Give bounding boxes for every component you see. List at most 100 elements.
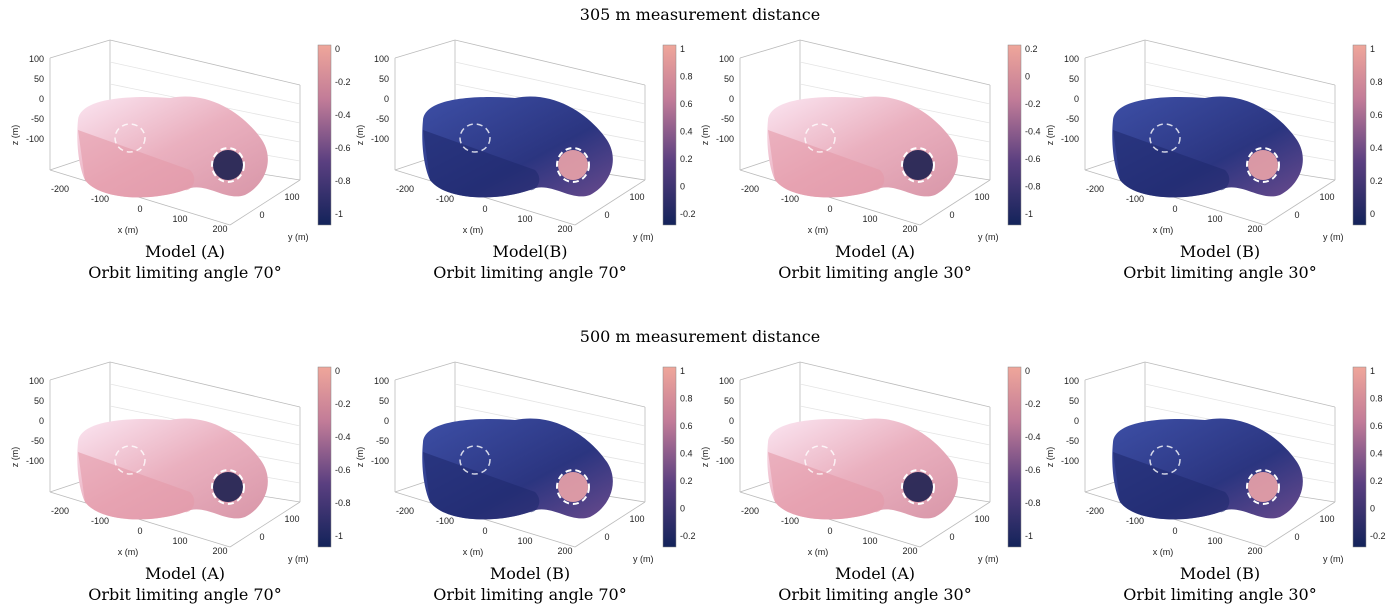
dashed-ring bbox=[901, 469, 935, 505]
y-tick-label: 100 bbox=[1319, 514, 1334, 524]
grid-line bbox=[1144, 383, 1336, 427]
y-tick-label: 100 bbox=[1319, 192, 1334, 202]
axis-line bbox=[739, 491, 921, 548]
colorbar-tick-label: 0.4 bbox=[1370, 143, 1383, 153]
x-tick-label: 100 bbox=[1207, 536, 1222, 546]
x-tick-label: -200 bbox=[396, 506, 414, 516]
x-tick-label: -100 bbox=[436, 516, 454, 526]
z-tick-label: 100 bbox=[29, 376, 44, 386]
colorbar-tick-label: 1 bbox=[1370, 366, 1375, 376]
colorbar-tick-label: 0.2 bbox=[680, 476, 693, 486]
z-axis-label: z (m) bbox=[10, 125, 20, 146]
caption: Orbit limiting angle 70° bbox=[88, 263, 281, 282]
z-axis-label: z (m) bbox=[10, 447, 20, 468]
caption: Model (B) bbox=[1180, 564, 1260, 583]
z-tick-label: -50 bbox=[1066, 436, 1079, 446]
section-title: 305 m measurement distance bbox=[580, 5, 820, 24]
axis-line bbox=[49, 39, 111, 59]
colorbar-tick-label: 0.4 bbox=[1370, 449, 1383, 459]
spot bbox=[903, 472, 933, 502]
colorbar-tick-label: 0 bbox=[1025, 366, 1030, 376]
colorbar-tick-label: -0.8 bbox=[335, 498, 351, 508]
colorbar-tick-label: 0.6 bbox=[680, 421, 693, 431]
spot bbox=[213, 472, 243, 502]
y-tick-label: 0 bbox=[949, 210, 954, 220]
axis-line bbox=[799, 361, 991, 408]
colorbar-tick-label: -0.4 bbox=[1025, 432, 1041, 442]
z-tick-label: -100 bbox=[1061, 134, 1079, 144]
colorbar-tick-label: 0 bbox=[1370, 209, 1375, 219]
y-axis-label: y (m) bbox=[1323, 232, 1344, 242]
z-axis-label: z (m) bbox=[355, 447, 365, 468]
colorbar-tick-label: -0.8 bbox=[1025, 498, 1041, 508]
y-axis-label: y (m) bbox=[1323, 554, 1344, 564]
x-axis-label: x (m) bbox=[463, 225, 484, 235]
z-tick-label: 100 bbox=[374, 54, 389, 64]
x-tick-label: -100 bbox=[781, 516, 799, 526]
caption: Orbit limiting angle 30° bbox=[1123, 585, 1316, 604]
colorbar-tick-label: 0.8 bbox=[1370, 77, 1383, 87]
colorbar-tick-label: -0.6 bbox=[1025, 154, 1041, 164]
colorbar-tick-label: 1 bbox=[680, 366, 685, 376]
colorbar-tick-label: -0.8 bbox=[335, 176, 351, 186]
axis-line bbox=[574, 501, 646, 548]
colorbar-tick-label: 1 bbox=[680, 44, 685, 54]
z-tick-label: 50 bbox=[1069, 74, 1079, 84]
colorbar-tick-label: 0 bbox=[1370, 504, 1375, 514]
z-tick-label: 100 bbox=[374, 376, 389, 386]
dashed-ring bbox=[114, 445, 146, 475]
axis-line bbox=[919, 501, 991, 548]
z-tick-label: -100 bbox=[371, 456, 389, 466]
grid-line bbox=[109, 383, 301, 427]
z-axis-label: z (m) bbox=[355, 125, 365, 146]
shadow bbox=[423, 452, 540, 520]
grid-line bbox=[109, 61, 301, 105]
z-tick-label: 100 bbox=[29, 54, 44, 64]
z-tick-label: 0 bbox=[729, 94, 734, 104]
x-axis-label: x (m) bbox=[118, 225, 139, 235]
y-tick-label: 100 bbox=[629, 192, 644, 202]
spot bbox=[903, 150, 933, 180]
colorbar bbox=[1007, 366, 1022, 548]
axis-line bbox=[574, 179, 646, 226]
colorbar-tick-label: -0.6 bbox=[335, 143, 351, 153]
y-tick-label: 0 bbox=[604, 532, 609, 542]
caption: Model (A) bbox=[835, 564, 915, 583]
z-tick-label: 50 bbox=[1069, 396, 1079, 406]
z-axis-label: z (m) bbox=[700, 447, 710, 468]
z-tick-label: 50 bbox=[724, 396, 734, 406]
shadow bbox=[1113, 130, 1230, 198]
z-axis-label: z (m) bbox=[700, 125, 710, 146]
z-tick-label: -50 bbox=[376, 114, 389, 124]
axis-line bbox=[799, 39, 991, 86]
x-tick-label: 0 bbox=[137, 526, 142, 536]
panel: 100 50 0 -50 -100 z (m) -200 -100 0 100 200 x (m) 0 1… bbox=[10, 39, 351, 282]
colorbar-tick-label: -1 bbox=[335, 531, 343, 541]
colorbar-tick-label: -0.8 bbox=[1025, 182, 1041, 192]
x-tick-label: 100 bbox=[172, 536, 187, 546]
colorbar bbox=[662, 366, 677, 548]
z-tick-label: -50 bbox=[721, 114, 734, 124]
axis-line bbox=[919, 179, 991, 226]
y-axis-label: y (m) bbox=[978, 232, 999, 242]
colorbar-tick-label: 0 bbox=[335, 366, 340, 376]
panel: 100 50 0 -50 -100 z (m) -200 -100 0 100 200 x (m) 0 1… bbox=[700, 39, 1041, 282]
y-tick-label: 100 bbox=[974, 192, 989, 202]
axis-line bbox=[1144, 361, 1336, 408]
axis-line bbox=[229, 501, 301, 548]
dashed-ring bbox=[901, 147, 935, 183]
section-title: 500 m measurement distance bbox=[580, 327, 820, 346]
z-tick-label: -50 bbox=[721, 436, 734, 446]
spot bbox=[558, 472, 588, 502]
panel: 100 50 0 -50 -100 z (m) -200 -100 0 100 200 x (m) 0 1… bbox=[700, 361, 1041, 604]
colorbar-tick-label: -0.6 bbox=[335, 465, 351, 475]
colorbar-tick-label: 0.6 bbox=[1370, 421, 1383, 431]
x-tick-label: 200 bbox=[557, 224, 572, 234]
panel: 100 50 0 -50 -100 z (m) -200 -100 0 100 200 x (m) 0 1… bbox=[1045, 39, 1383, 282]
colorbar-tick-label: -0.2 bbox=[680, 531, 696, 541]
x-tick-label: -100 bbox=[436, 194, 454, 204]
z-tick-label: 0 bbox=[384, 94, 389, 104]
caption: Model (B) bbox=[490, 564, 570, 583]
axis-line bbox=[394, 361, 456, 381]
x-tick-label: -200 bbox=[396, 184, 414, 194]
